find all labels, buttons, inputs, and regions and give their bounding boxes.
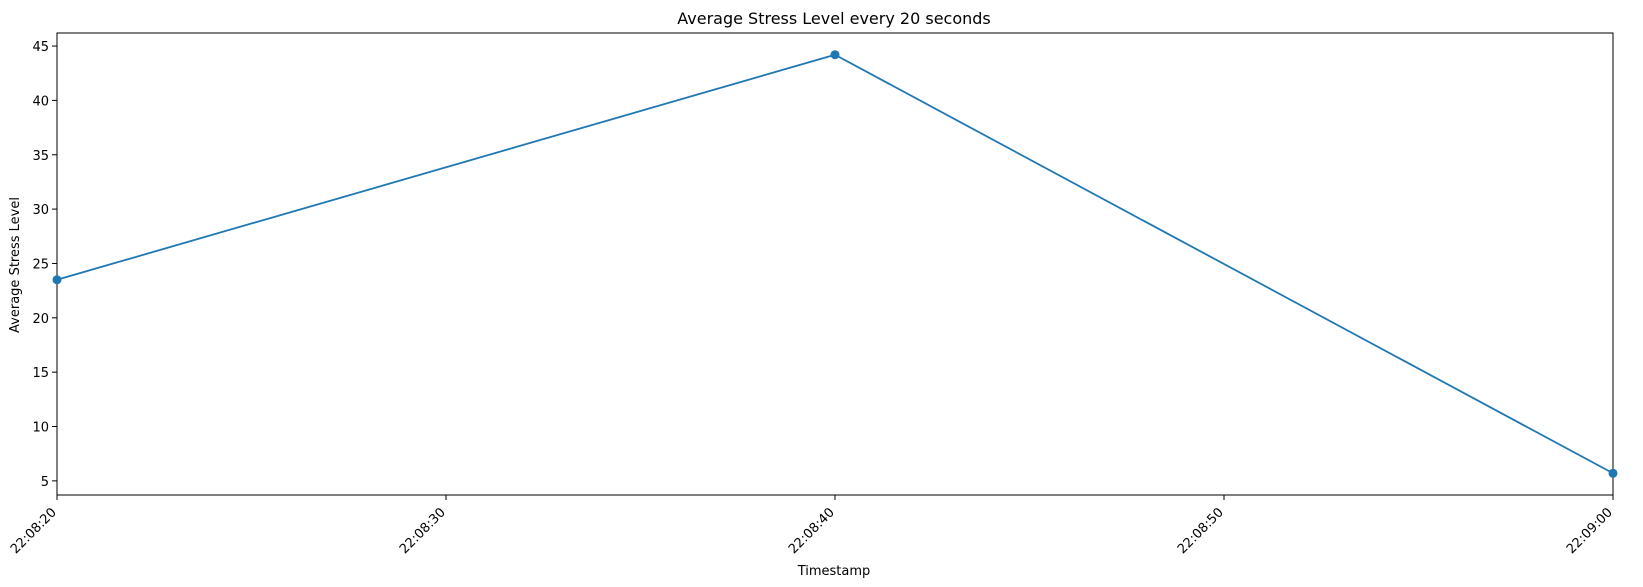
chart-title: Average Stress Level every 20 seconds [677, 9, 991, 28]
series-line [56, 53, 1614, 475]
series-layer [52, 50, 1618, 478]
data-point [830, 50, 840, 60]
y-tick-label: 10 [32, 421, 49, 436]
y-tick-label: 45 [32, 40, 49, 55]
y-tick-label: 5 [41, 475, 49, 490]
x-tick-label: 22:09:00 [1564, 505, 1616, 557]
y-tick-label: 35 [32, 149, 49, 164]
y-axis-label: Average Stress Level [8, 197, 23, 333]
x-tick-label: 22:08:30 [397, 505, 449, 557]
y-tick-label: 40 [32, 94, 49, 109]
x-axis-ticks: 22:08:20 22:08:30 22:08:40 22:08:50 22:09:00 [8, 495, 1616, 557]
plot-frame [56, 32, 1614, 496]
x-axis-label: Timestamp [797, 564, 871, 579]
y-tick-label: 25 [32, 257, 49, 272]
x-tick-label: 22:08:40 [786, 505, 838, 557]
x-tick-label: 22:08:50 [1175, 505, 1227, 557]
data-point [1608, 468, 1618, 478]
data-point [52, 275, 62, 285]
y-tick-label: 20 [32, 312, 49, 327]
y-axis-ticks: 5 10 15 20 25 30 35 40 45 [32, 40, 57, 490]
y-tick-label: 30 [32, 203, 49, 218]
x-tick-label: 22:08:20 [8, 505, 60, 557]
y-tick-label: 15 [32, 366, 49, 381]
